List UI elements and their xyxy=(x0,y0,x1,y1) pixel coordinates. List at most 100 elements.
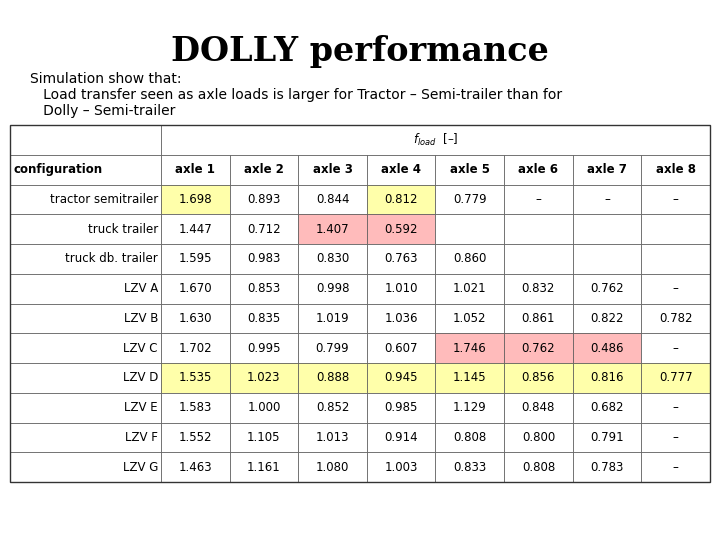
Text: –: – xyxy=(672,282,679,295)
Bar xyxy=(642,393,710,422)
Bar xyxy=(367,185,436,214)
Text: 1.023: 1.023 xyxy=(247,372,281,384)
Bar xyxy=(572,214,642,244)
Text: 1.052: 1.052 xyxy=(453,312,487,325)
Bar xyxy=(298,244,367,274)
Text: LZV D: LZV D xyxy=(122,372,158,384)
Bar xyxy=(367,453,436,482)
Bar xyxy=(504,453,572,482)
Text: 0.861: 0.861 xyxy=(522,312,555,325)
Bar xyxy=(230,244,298,274)
Text: axle 2: axle 2 xyxy=(244,163,284,176)
Text: 0.816: 0.816 xyxy=(590,372,624,384)
Text: axle 5: axle 5 xyxy=(450,163,490,176)
Text: 0.777: 0.777 xyxy=(659,372,693,384)
Text: 1.145: 1.145 xyxy=(453,372,487,384)
Bar xyxy=(572,393,642,422)
Text: axle 7: axle 7 xyxy=(587,163,627,176)
Text: 0.808: 0.808 xyxy=(453,431,487,444)
Bar xyxy=(436,155,504,185)
Text: 0.832: 0.832 xyxy=(522,282,555,295)
Text: LZV G: LZV G xyxy=(122,461,158,474)
Text: 0.983: 0.983 xyxy=(247,252,281,265)
Bar xyxy=(436,185,504,214)
Bar xyxy=(572,303,642,333)
Bar xyxy=(367,303,436,333)
Text: truck trailer: truck trailer xyxy=(88,222,158,235)
Bar xyxy=(436,422,504,453)
Text: 0.835: 0.835 xyxy=(247,312,281,325)
Text: –: – xyxy=(672,342,679,355)
Bar xyxy=(230,393,298,422)
Bar xyxy=(504,214,572,244)
Bar xyxy=(367,393,436,422)
Text: 0.712: 0.712 xyxy=(247,222,281,235)
Bar xyxy=(230,303,298,333)
Bar xyxy=(572,333,642,363)
Text: 0.888: 0.888 xyxy=(316,372,349,384)
Bar xyxy=(10,214,161,244)
Text: configuration: configuration xyxy=(13,163,102,176)
Text: 0.945: 0.945 xyxy=(384,372,418,384)
Bar xyxy=(298,303,367,333)
Bar xyxy=(436,303,504,333)
Bar xyxy=(298,185,367,214)
Bar xyxy=(161,214,230,244)
Bar xyxy=(230,214,298,244)
Text: tractor semitrailer: tractor semitrailer xyxy=(50,193,158,206)
Text: Load transfer seen as axle loads is larger for Tractor – Semi-trailer than for: Load transfer seen as axle loads is larg… xyxy=(30,88,562,102)
Bar xyxy=(161,333,230,363)
Bar xyxy=(642,214,710,244)
Bar xyxy=(642,155,710,185)
Text: 1.105: 1.105 xyxy=(247,431,281,444)
Bar xyxy=(10,363,161,393)
Text: 0.822: 0.822 xyxy=(590,312,624,325)
Text: 0.856: 0.856 xyxy=(522,372,555,384)
Bar xyxy=(10,125,710,482)
Text: 0.799: 0.799 xyxy=(316,342,349,355)
Text: axle 8: axle 8 xyxy=(656,163,696,176)
Bar xyxy=(572,185,642,214)
Text: 0.830: 0.830 xyxy=(316,252,349,265)
Text: –: – xyxy=(672,431,679,444)
Bar xyxy=(504,422,572,453)
Bar xyxy=(504,185,572,214)
Bar xyxy=(367,214,436,244)
Bar xyxy=(298,422,367,453)
Bar xyxy=(161,185,230,214)
Bar xyxy=(161,363,230,393)
Text: 1.129: 1.129 xyxy=(453,401,487,414)
Bar xyxy=(367,333,436,363)
Text: 1.407: 1.407 xyxy=(316,222,349,235)
Bar xyxy=(10,185,161,214)
Bar xyxy=(161,303,230,333)
Text: 0.486: 0.486 xyxy=(590,342,624,355)
Bar xyxy=(367,422,436,453)
Text: 0.995: 0.995 xyxy=(247,342,281,355)
Text: 1.080: 1.080 xyxy=(316,461,349,474)
Bar xyxy=(10,453,161,482)
Bar xyxy=(642,185,710,214)
Bar xyxy=(298,453,367,482)
Text: 0.607: 0.607 xyxy=(384,342,418,355)
Text: 1.010: 1.010 xyxy=(384,282,418,295)
Bar xyxy=(298,333,367,363)
Bar xyxy=(504,393,572,422)
Text: –: – xyxy=(536,193,541,206)
Text: axle 6: axle 6 xyxy=(518,163,559,176)
Text: –: – xyxy=(672,193,679,206)
Text: 0.848: 0.848 xyxy=(522,401,555,414)
Bar xyxy=(436,333,504,363)
Bar xyxy=(504,274,572,303)
Text: 1.036: 1.036 xyxy=(384,312,418,325)
Bar xyxy=(230,333,298,363)
Bar xyxy=(10,244,161,274)
Bar xyxy=(504,303,572,333)
Text: 1.161: 1.161 xyxy=(247,461,281,474)
Bar xyxy=(230,185,298,214)
Bar xyxy=(642,422,710,453)
Bar xyxy=(10,155,161,185)
Bar xyxy=(642,303,710,333)
Text: LZV C: LZV C xyxy=(124,342,158,355)
Text: 0.800: 0.800 xyxy=(522,431,555,444)
